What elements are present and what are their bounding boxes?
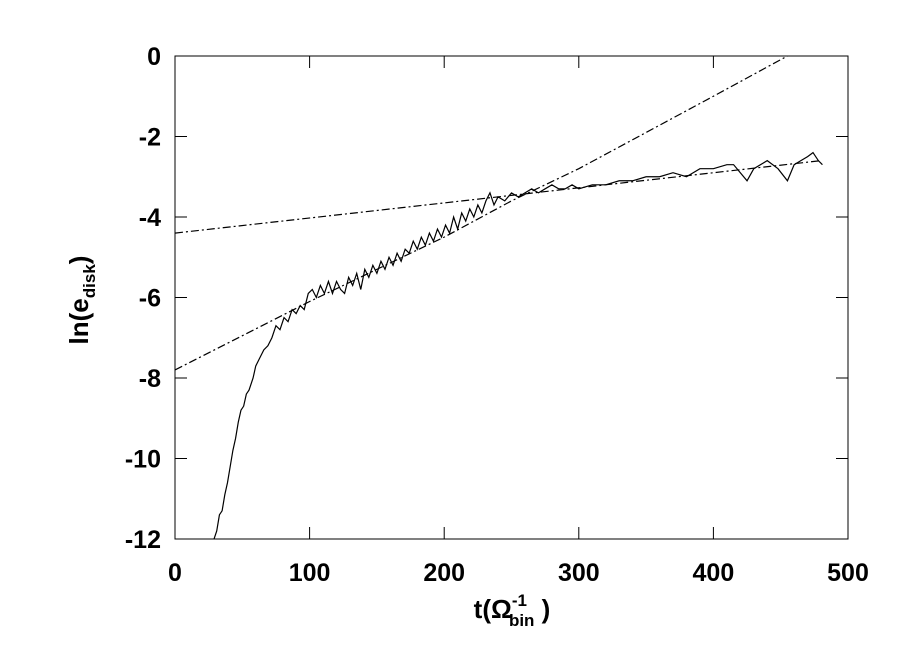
- y-tick-label: -6: [139, 285, 161, 313]
- y-label-end: ): [64, 256, 94, 265]
- x-tick-label: 100: [289, 559, 331, 587]
- y-tick-label: -8: [139, 365, 161, 393]
- x-label-main: t(Ω: [474, 594, 512, 624]
- y-tick-label: -4: [139, 204, 161, 232]
- y-label-main: ln(e: [64, 298, 94, 344]
- data-line: [175, 160, 822, 234]
- x-label-end: ): [534, 594, 550, 624]
- y-tick-label: -10: [125, 446, 161, 474]
- x-axis-label: t(Ω-1 bin ): [474, 591, 551, 630]
- x-label-sub: bin: [509, 611, 535, 630]
- x-tick-label: 0: [168, 559, 182, 587]
- y-label-sub: disk: [80, 264, 99, 299]
- x-tick-label: 500: [827, 559, 869, 587]
- y-tick-label: -2: [139, 124, 161, 152]
- data-line: [213, 151, 823, 539]
- y-axis-label: ln(edisk): [64, 256, 99, 345]
- y-tick-label: 0: [147, 43, 161, 71]
- x-tick-label: 200: [423, 559, 465, 587]
- y-tick-label: -12: [125, 526, 161, 554]
- x-tick-label: 400: [693, 559, 735, 587]
- x-label-sup: -1: [512, 591, 527, 610]
- x-tick-label: 300: [558, 559, 600, 587]
